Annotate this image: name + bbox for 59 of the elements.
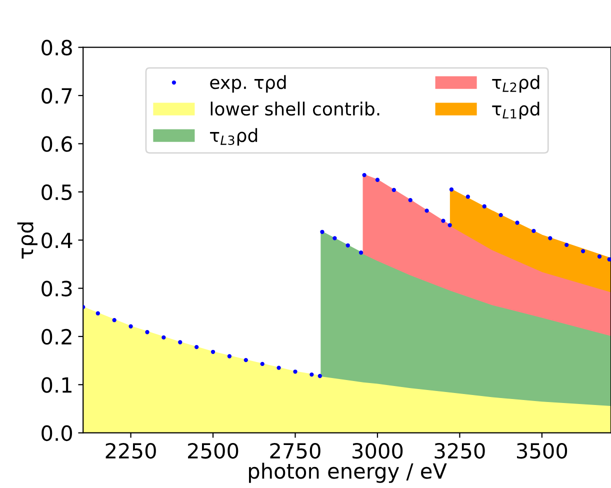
y-tick-label: 0.4 <box>42 232 72 248</box>
point <box>276 366 281 370</box>
point <box>441 218 446 223</box>
point <box>449 187 454 192</box>
point <box>515 220 520 225</box>
legend-label: lower shell contrib. <box>210 102 380 116</box>
y-tick-label: 0.2 <box>42 328 72 345</box>
point <box>244 358 248 362</box>
point <box>580 249 586 254</box>
x-tick-label: 2250 <box>106 442 156 459</box>
legend-label: τ$_{L2}$ρd <box>492 75 540 93</box>
point <box>318 374 322 378</box>
x-tick-label: 2750 <box>270 442 320 459</box>
x-tick-label: 2500 <box>188 442 238 459</box>
point <box>408 198 412 202</box>
x-tick-label: 3000 <box>352 442 403 459</box>
y-tick-label: 0.5 <box>42 184 72 200</box>
point <box>532 228 536 234</box>
y-tick-label: 0.0 <box>42 425 72 442</box>
point <box>332 236 337 240</box>
legend-label: τ$_{L3}$ρd <box>210 128 258 146</box>
point <box>96 311 100 316</box>
point <box>112 318 116 322</box>
point <box>392 188 396 192</box>
y-tick-label: 0.6 <box>42 136 72 152</box>
point <box>210 350 216 354</box>
point <box>260 362 264 366</box>
y-tick-label: 0.8 <box>42 40 72 56</box>
legend-label: τ$_{L1}$ρd <box>492 102 540 120</box>
point <box>227 354 232 358</box>
point <box>482 204 486 208</box>
point <box>466 194 470 199</box>
point <box>448 223 452 228</box>
point <box>424 208 429 213</box>
point <box>293 370 298 374</box>
point <box>375 178 380 182</box>
legend-label: exp. τρd <box>210 75 286 93</box>
point <box>597 254 602 259</box>
y-tick-label: 0.3 <box>42 280 72 296</box>
point <box>145 330 150 334</box>
y-tick-label: 0.1 <box>42 377 72 393</box>
point <box>548 236 552 240</box>
point <box>162 335 166 340</box>
point <box>128 324 133 328</box>
point <box>564 242 569 247</box>
x-tick-label: 3500 <box>517 442 568 459</box>
y-tick-label: 0.7 <box>42 88 72 104</box>
y-axis-title: τρd <box>17 222 38 259</box>
point <box>358 250 364 255</box>
point <box>362 172 366 178</box>
x-axis-title: photon energy / eV <box>249 462 447 483</box>
point <box>194 344 199 350</box>
point <box>498 212 503 218</box>
point <box>310 372 314 377</box>
point <box>320 230 324 234</box>
point <box>346 243 350 248</box>
x-tick-label: 3250 <box>434 442 485 459</box>
point <box>178 340 182 344</box>
point <box>607 257 611 262</box>
